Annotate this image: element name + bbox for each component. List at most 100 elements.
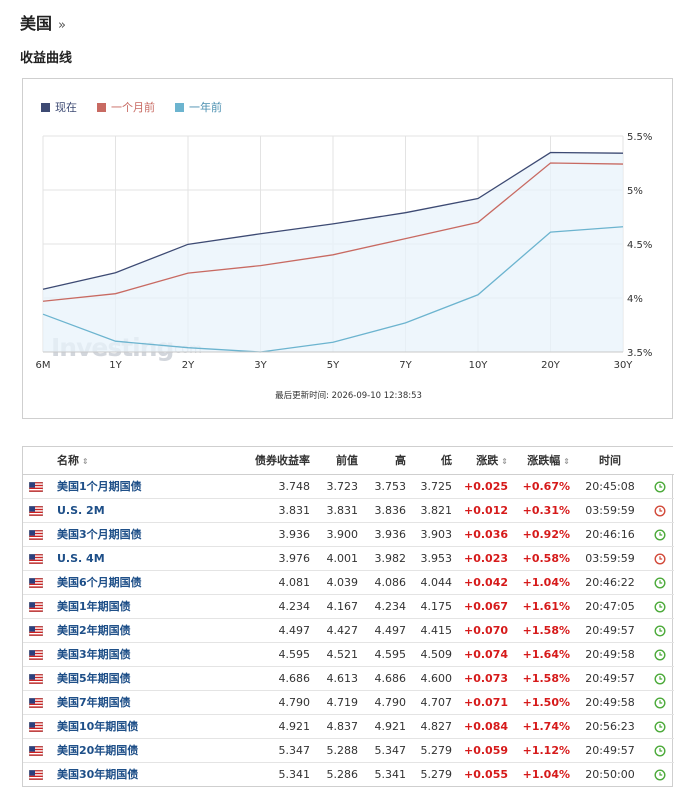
header-flag	[23, 447, 49, 475]
legend-item-now[interactable]: 现在	[41, 99, 77, 115]
bond-name-link[interactable]: 美国3年期国债	[57, 648, 131, 661]
change-cell: +0.084	[463, 719, 508, 733]
table-row[interactable]: 美国3年期国债 4.595 4.521 4.595 4.509 +0.074 +1.64% 2…	[23, 642, 674, 666]
us-flag-icon	[29, 721, 43, 732]
area-fill-now	[43, 152, 623, 352]
status-cell	[646, 642, 674, 666]
table-row[interactable]: 美国10年期国债 4.921 4.837 4.921 4.827 +0.084 +1.74%…	[23, 714, 674, 738]
legend-label-year-ago: 一年前	[189, 101, 222, 114]
change-cell: +0.059	[463, 743, 508, 757]
high-cell: 4.595	[374, 647, 407, 661]
header-time[interactable]: 时间	[574, 447, 646, 475]
us-flag-icon	[29, 745, 43, 756]
table-row[interactable]: U.S. 2M 3.831 3.831 3.836 3.821 +0.012 +0.31% 0…	[23, 498, 674, 522]
us-flag-icon	[29, 697, 43, 708]
y-tick-label: 4.5%	[627, 240, 652, 251]
bond-name-cell: U.S. 4M	[49, 546, 229, 570]
bond-name-link[interactable]: U.S. 2M	[57, 503, 105, 517]
legend-item-month-ago[interactable]: 一个月前	[97, 99, 155, 115]
x-tick-label: 6M	[36, 360, 51, 371]
chart-plot: 3.5%4%4.5%5%5.5%6M1Y2Y3Y5Y7Y10Y20Y30YInv…	[36, 132, 653, 371]
bond-name-cell: 美国1年期国债	[49, 594, 229, 618]
bond-name-link[interactable]: 美国1年期国债	[57, 600, 131, 613]
market-open-clock-icon	[654, 696, 666, 709]
legend-item-year-ago[interactable]: 一年前	[175, 99, 222, 115]
bond-name-link[interactable]: 美国3个月期国债	[57, 528, 142, 541]
title-arrow-icon[interactable]: »	[58, 18, 66, 33]
high-cell: 3.836	[374, 503, 407, 517]
change-pct-cell: +0.31%	[522, 503, 570, 517]
header-prev[interactable]: 前值	[314, 447, 362, 475]
time-cell: 20:47:05	[585, 599, 635, 613]
bond-name-cell: U.S. 2M	[49, 498, 229, 522]
table-row[interactable]: 美国30年期国债 5.341 5.286 5.341 5.279 +0.055 +1.04%…	[23, 762, 674, 786]
high-cell: 5.341	[374, 767, 407, 781]
high-cell: 4.790	[374, 695, 407, 709]
bond-name-cell: 美国1个月期国债	[49, 474, 229, 498]
status-cell	[646, 762, 674, 786]
bond-name-link[interactable]: 美国30年期国债	[57, 768, 139, 782]
low-cell: 3.821	[420, 503, 453, 517]
status-cell	[646, 522, 674, 546]
flag-cell	[23, 594, 49, 618]
change-pct-cell: +0.58%	[522, 551, 570, 565]
change-pct-cell: +0.92%	[522, 527, 570, 541]
change-cell: +0.070	[463, 623, 508, 637]
x-tick-label: 5Y	[327, 360, 340, 371]
table-row[interactable]: 美国5年期国债 4.686 4.613 4.686 4.600 +0.073 +1.58% 2…	[23, 666, 674, 690]
table-row[interactable]: 美国3个月期国债 3.936 3.900 3.936 3.903 +0.036 +0.92%…	[23, 522, 674, 546]
bond-name-link[interactable]: 美国2年期国债	[57, 624, 131, 637]
table-row[interactable]: 美国1年期国债 4.234 4.167 4.234 4.175 +0.067 +1.61% 2…	[23, 594, 674, 618]
us-flag-icon	[29, 577, 43, 588]
market-open-clock-icon	[654, 600, 666, 613]
bond-name-link[interactable]: 美国5年期国债	[57, 672, 131, 685]
change-pct-cell: +1.04%	[522, 767, 570, 781]
bond-name-link[interactable]: 美国10年期国债	[57, 720, 139, 733]
y-tick-label: 4%	[627, 294, 643, 305]
bond-name-link[interactable]: 美国6个月期国债	[57, 576, 142, 589]
prev-cell: 5.288	[326, 743, 359, 757]
change-pct-cell: +1.50%	[522, 695, 570, 709]
y-tick-label: 5%	[627, 186, 643, 197]
series-line-now	[42, 151, 624, 290]
header-chg[interactable]: 涨跌 ⇕	[456, 447, 512, 475]
x-tick-label: 1Y	[109, 360, 122, 371]
prev-cell: 4.613	[326, 671, 359, 685]
change-cell: +0.012	[463, 503, 508, 517]
header-high[interactable]: 高	[362, 447, 410, 475]
table-body: 美国1个月期国债 3.748 3.723 3.753 3.725 +0.025 +0.67%…	[23, 474, 674, 786]
table-row[interactable]: 美国20年期国债 5.347 5.288 5.347 5.279 +0.059 +1.12%…	[23, 738, 674, 762]
header-low[interactable]: 低	[410, 447, 456, 475]
change-cell: +0.042	[463, 575, 508, 589]
yield-cell: 4.595	[278, 647, 311, 661]
market-closed-clock-icon	[654, 504, 666, 517]
table-row[interactable]: 美国7年期国债 4.790 4.719 4.790 4.707 +0.071 +1.50% 2…	[23, 690, 674, 714]
change-cell: +0.036	[463, 527, 508, 541]
time-cell: 20:49:57	[585, 743, 635, 757]
status-cell	[646, 690, 674, 714]
flag-cell	[23, 618, 49, 642]
table-row[interactable]: 美国1个月期国债 3.748 3.723 3.753 3.725 +0.025 +0.67%…	[23, 474, 674, 498]
header-status	[646, 447, 674, 475]
market-open-clock-icon	[654, 672, 666, 685]
header-chg-pct[interactable]: 涨跌幅 ⇕	[512, 447, 574, 475]
bond-name-link[interactable]: 美国7年期国债	[57, 696, 131, 709]
change-pct-cell: +1.61%	[522, 599, 570, 613]
status-cell	[646, 594, 674, 618]
table-row[interactable]: 美国6个月期国债 4.081 4.039 4.086 4.044 +0.042 +1.04%…	[23, 570, 674, 594]
header-name[interactable]: 名称 ⇕	[49, 447, 229, 475]
low-cell: 5.279	[420, 767, 453, 781]
bond-name-link[interactable]: 美国20年期国债	[57, 744, 139, 757]
low-cell: 4.509	[420, 647, 453, 661]
x-tick-label: 30Y	[614, 360, 634, 371]
status-cell	[646, 618, 674, 642]
yield-cell: 4.921	[278, 719, 311, 733]
bond-name-link[interactable]: 美国1个月期国债	[57, 480, 142, 493]
sort-icon: ⇕	[501, 457, 508, 467]
table-row[interactable]: U.S. 4M 3.976 4.001 3.982 3.953 +0.023 +0.58% 0…	[23, 546, 674, 570]
header-yield[interactable]: 债券收益率	[229, 447, 314, 475]
bond-name-link[interactable]: U.S. 4M	[57, 551, 105, 565]
page-title[interactable]: 美国	[20, 14, 53, 33]
table-row[interactable]: 美国2年期国债 4.497 4.427 4.497 4.415 +0.070 +1.58% 2…	[23, 618, 674, 642]
high-cell: 5.347	[374, 743, 407, 757]
